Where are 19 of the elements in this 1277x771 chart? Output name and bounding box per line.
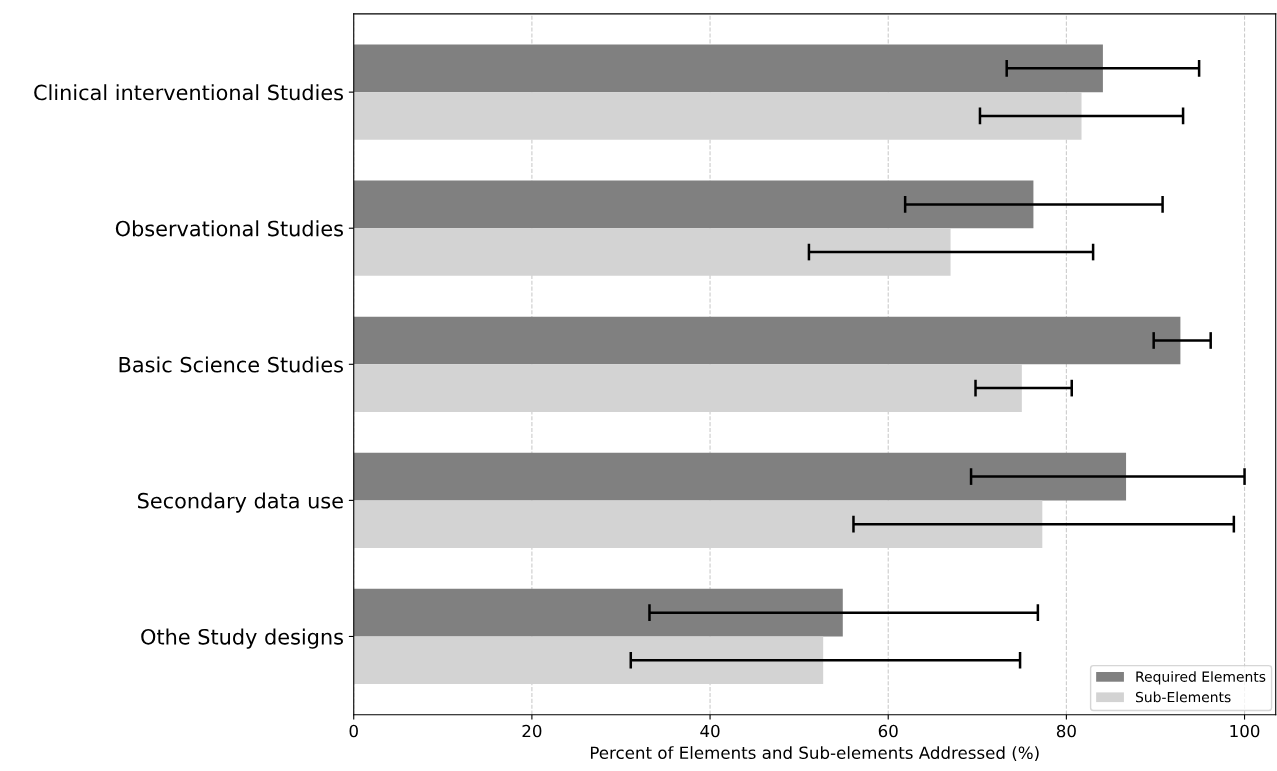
bar [353,44,1103,93]
bar [353,180,1034,229]
legend-label: Required Elements [1136,671,1266,685]
y-tick-label: Observational Studies [115,220,343,237]
y-tick-label: Secondary data use [138,492,343,513]
x-tick-label: 60 [878,724,898,738]
bar [353,452,1127,501]
y-tick-label: Othe Study designs [141,628,343,649]
x-tick-label: 80 [1056,724,1076,738]
x-tick-label: 100 [1230,724,1260,738]
x-tick-label: 40 [700,724,720,738]
x-tick-label: 20 [522,724,542,738]
legend-label: Sub-Elements [1135,691,1231,703]
bar [353,316,1181,365]
y-tick-label: Basic Science Studies [119,356,343,373]
bar [353,588,843,637]
y-tick-label: Clinical interventional Studies [34,84,343,101]
x-axis-title: Percent of Elements and Sub-elements Addressed (%) [590,746,1039,761]
x-tick-label: 0 [349,724,358,738]
